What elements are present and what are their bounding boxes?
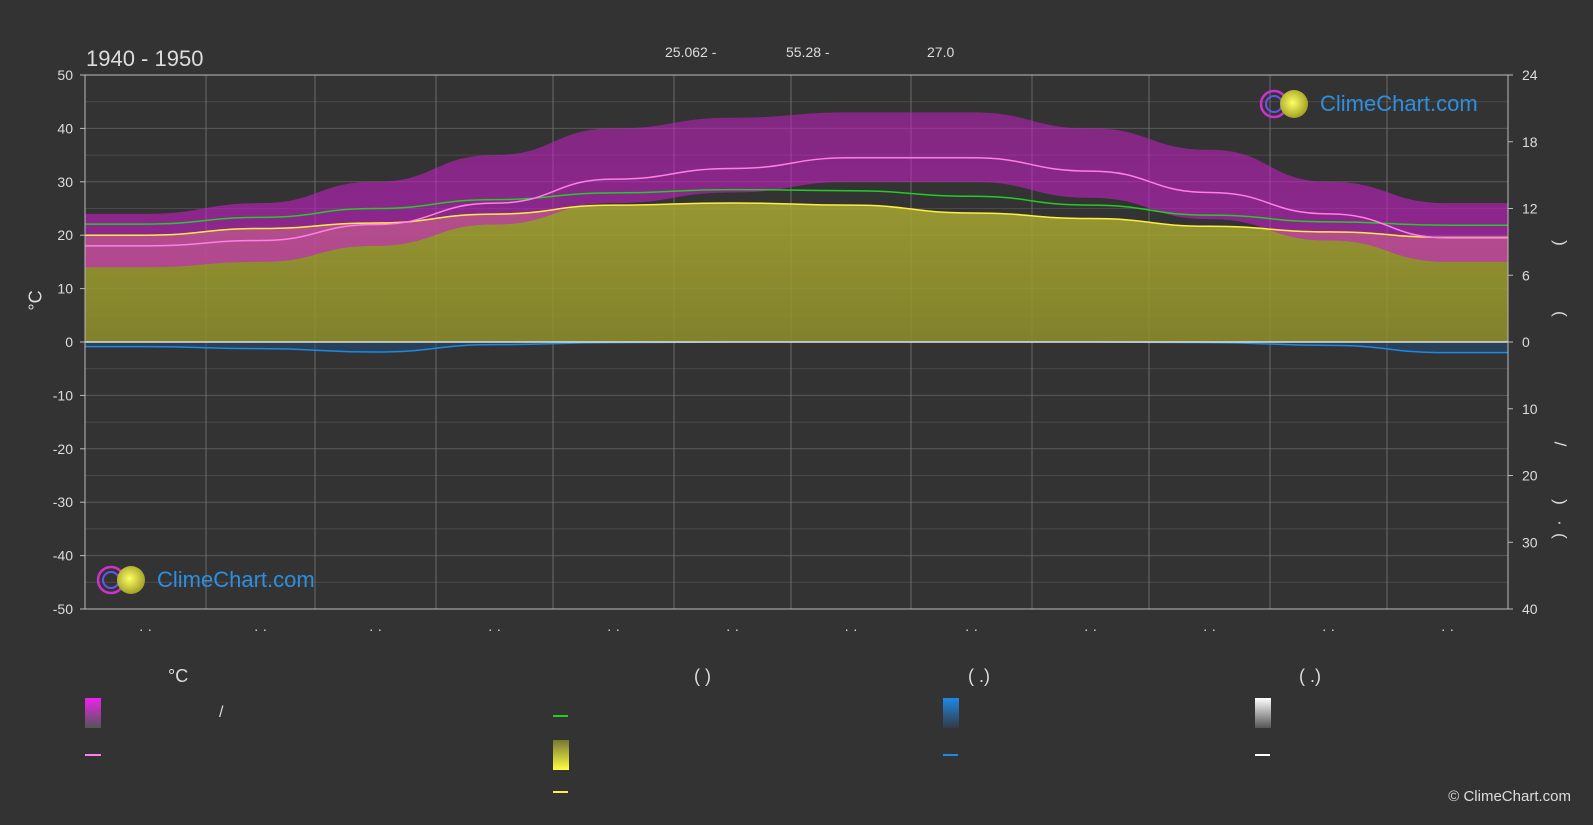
rain-swatch bbox=[943, 698, 959, 728]
legend-head-sunshine: ( ) bbox=[694, 666, 711, 686]
snow-swatch bbox=[1255, 698, 1271, 728]
month-label: · · bbox=[488, 621, 501, 637]
left-tick-label: -50 bbox=[53, 601, 73, 617]
right-tick-label-mm: 20 bbox=[1522, 468, 1538, 484]
sunshine-swatch bbox=[553, 740, 569, 770]
left-tick-label: -30 bbox=[53, 494, 73, 510]
right-tick-label-mm: 30 bbox=[1522, 534, 1538, 550]
logo-icon bbox=[1259, 89, 1308, 119]
temp-range-swatch bbox=[85, 698, 101, 728]
left-tick-label: 40 bbox=[57, 120, 73, 136]
sunshine-line bbox=[85, 202, 1508, 239]
month-label: · · bbox=[607, 621, 620, 637]
right-tick-label-hours: 12 bbox=[1522, 201, 1538, 217]
left-tick-label: 20 bbox=[57, 227, 73, 243]
left-tick-label: -40 bbox=[53, 548, 73, 564]
month-label: · · bbox=[1084, 621, 1097, 637]
month-label: · · bbox=[369, 621, 382, 637]
logo-top[interactable]: ClimeChart.com bbox=[1258, 88, 1478, 120]
coord-longitude: 55.28 - bbox=[786, 44, 830, 60]
logo-bottom[interactable]: ClimeChart.com bbox=[95, 564, 315, 596]
right-tick-label-mm: 40 bbox=[1522, 601, 1538, 617]
month-label: · · bbox=[1203, 621, 1216, 637]
right-tick-label-hours: 6 bbox=[1522, 267, 1530, 283]
month-label: · · bbox=[254, 621, 267, 637]
right-bottom-paren-close: ( bbox=[1550, 533, 1570, 539]
right-bottom-slash: / bbox=[1550, 441, 1570, 447]
sunshine-area bbox=[85, 202, 1508, 342]
month-label: · · bbox=[139, 621, 152, 637]
right-tick-label-mm: 10 bbox=[1522, 401, 1538, 417]
left-tick-label: -20 bbox=[53, 441, 73, 457]
legend-head-rain: ( .) bbox=[968, 666, 990, 686]
left-tick-label: -10 bbox=[53, 387, 73, 403]
left-tick-label: 10 bbox=[57, 281, 73, 297]
coord-latitude: 25.062 - bbox=[665, 44, 717, 60]
chart-title: 1940 - 1950 bbox=[86, 46, 204, 71]
month-label: · · bbox=[726, 621, 739, 637]
right-tick-label-hours: 0 bbox=[1522, 334, 1530, 350]
right-tick-label-hours: 18 bbox=[1522, 134, 1538, 150]
logo-text: ClimeChart.com bbox=[157, 567, 315, 592]
copyright: © ClimeChart.com bbox=[1448, 788, 1571, 805]
legend-range-slash: / bbox=[219, 704, 224, 721]
right-top-paren-open: ) bbox=[1550, 240, 1570, 246]
right-bottom-paren-open: ) bbox=[1550, 499, 1570, 505]
month-label: · · bbox=[1322, 621, 1335, 637]
right-tick-label-hours: 24 bbox=[1522, 67, 1538, 83]
right-top-paren-close: ( bbox=[1550, 311, 1570, 317]
logo-icon bbox=[96, 565, 145, 595]
daylight-line bbox=[85, 188, 1508, 226]
coord-elevation: 27.0 bbox=[927, 44, 955, 60]
left-tick-label: 30 bbox=[57, 174, 73, 190]
temperature-range-band bbox=[85, 112, 1508, 268]
left-tick-label: 50 bbox=[57, 67, 73, 83]
logo-text: ClimeChart.com bbox=[1320, 91, 1478, 116]
right-bottom-dot: · bbox=[1550, 520, 1570, 526]
month-label: · · bbox=[965, 621, 978, 637]
month-label: · · bbox=[844, 621, 857, 637]
legend-head-snow: ( .) bbox=[1299, 666, 1321, 686]
month-label: · · bbox=[1441, 621, 1454, 637]
rain-area bbox=[85, 342, 1508, 353]
legend-head-temperature: °C bbox=[168, 666, 189, 686]
left-axis-unit: °C bbox=[25, 290, 46, 311]
left-tick-label: 0 bbox=[65, 334, 73, 350]
mean-temperature-line bbox=[84, 157, 1508, 247]
